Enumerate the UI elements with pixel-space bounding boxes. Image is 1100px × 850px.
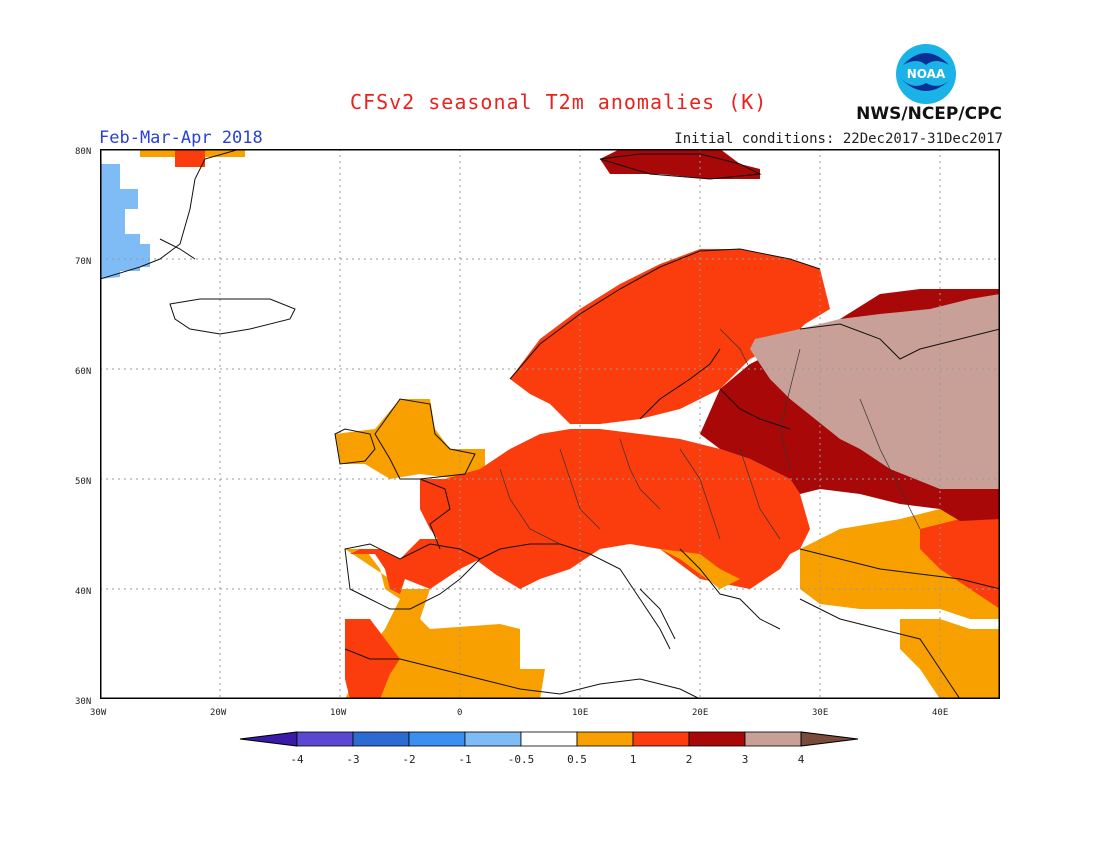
colorbar-swatch xyxy=(520,731,578,747)
colorbar-label: 1 xyxy=(630,753,637,766)
colorbar-label: 4 xyxy=(798,753,805,766)
lon-tick: 10E xyxy=(572,708,588,718)
lon-tick: 10W xyxy=(330,708,347,718)
noaa-logo-text: NOAA xyxy=(907,67,946,81)
anomaly-map xyxy=(100,149,1000,699)
colorbar-swatch xyxy=(352,731,410,747)
forecast-period: Feb-Mar-Apr 2018 xyxy=(99,128,263,148)
lat-tick: 50N xyxy=(75,477,91,487)
colorbar-label: 0.5 xyxy=(567,753,587,766)
colorbar-label: 3 xyxy=(742,753,749,766)
colorbar-swatch xyxy=(576,731,634,747)
map-title: CFSv2 seasonal T2m anomalies (K) xyxy=(350,90,768,114)
colorbar-label: -1 xyxy=(458,753,471,766)
colorbar-swatch xyxy=(632,731,690,747)
colorbar-swatch xyxy=(744,731,802,747)
lat-tick: 40N xyxy=(75,587,91,597)
colorbar-label: -2 xyxy=(402,753,415,766)
lat-tick: 70N xyxy=(75,257,91,267)
lon-tick: 20E xyxy=(692,708,708,718)
initial-conditions-label: Initial conditions: 22Dec2017-31Dec2017 xyxy=(674,131,1003,147)
lon-tick: 0 xyxy=(457,708,462,718)
colorbar-label: 2 xyxy=(686,753,693,766)
country-borders xyxy=(499,328,921,545)
lon-tick: 20W xyxy=(210,708,227,718)
lon-axis: 30W 20W 10W 0 10E 20E 30E 40E xyxy=(90,708,948,718)
lon-tick: 40E xyxy=(932,708,948,718)
map-frame xyxy=(100,149,1000,699)
anomaly-fill-layer xyxy=(100,149,1000,699)
lat-axis: 30N 40N 50N 60N 70N 80N xyxy=(75,147,91,707)
colorbar-swatch xyxy=(688,731,746,747)
colorbar-swatch xyxy=(464,731,522,747)
lat-tick: 60N xyxy=(75,367,91,377)
colorbar-swatch xyxy=(296,731,354,747)
colorbar-arrow-high xyxy=(800,731,859,747)
colorbar-swatch xyxy=(408,731,466,747)
map-canvas xyxy=(100,149,1000,699)
graticule xyxy=(100,149,1000,699)
lon-tick: 30W xyxy=(90,708,107,718)
axis-labels: 30N 40N 50N 60N 70N 80N 30W 20W 10W 0 10… xyxy=(75,147,948,718)
noaa-logo-icon: NOAA xyxy=(896,44,956,104)
lat-tick: 30N xyxy=(75,697,91,707)
colorbar-label: -0.5 xyxy=(508,753,535,766)
colorbar-label: -4 xyxy=(290,753,304,766)
lat-tick: 80N xyxy=(75,147,91,157)
colorbar-arrow-low xyxy=(239,731,298,747)
organization-label: NWS/NCEP/CPC xyxy=(856,104,1002,124)
colorbar: -4 -3 -2 -1 -0.5 0.5 1 2 3 4 xyxy=(239,731,859,766)
colorbar-label: -3 xyxy=(346,753,359,766)
lon-tick: 30E xyxy=(812,708,828,718)
coastlines xyxy=(100,149,1000,699)
